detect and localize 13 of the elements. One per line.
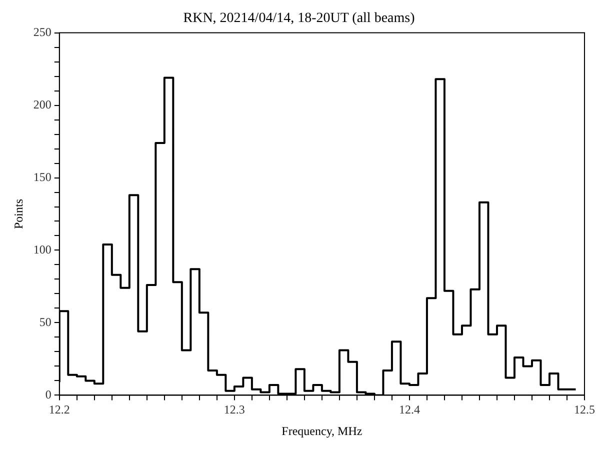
y-tick-label: 100 [33, 242, 52, 256]
y-tick-label: 200 [33, 97, 52, 112]
y-tick-label: 0 [45, 387, 52, 402]
x-tick-label: 12.5 [574, 402, 595, 417]
chart-title: RKN, 20214/04/14, 18-20UT (all beams) [183, 11, 416, 26]
y-tick-label: 150 [33, 170, 52, 184]
y-axis-title: Points [11, 198, 26, 230]
x-tick-label: 12.2 [48, 402, 70, 417]
y-tick-label: 250 [33, 24, 52, 39]
x-tick-label: 12.3 [224, 402, 245, 417]
x-axis-title: Frequency, MHz [282, 424, 362, 438]
y-tick-label: 50 [39, 314, 52, 329]
x-tick-label: 12.4 [398, 402, 420, 417]
